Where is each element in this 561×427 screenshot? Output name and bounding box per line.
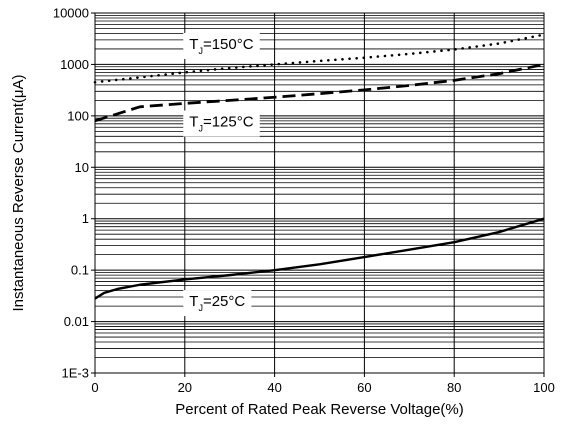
- x-tick-label: 40: [267, 380, 281, 395]
- plot-frame: [94, 12, 545, 374]
- y-tick-label: 1: [82, 211, 89, 226]
- series-annotation: TJ=125°C: [183, 110, 260, 137]
- x-axis-label: Percent of Rated Peak Reverse Voltage(%): [175, 401, 464, 418]
- annotations: TJ=150°C TJ=125°C TJ=25°C: [183, 32, 260, 317]
- series-lines: [93, 33, 546, 300]
- y-tick-label: 1E-3: [62, 366, 89, 381]
- x-tick-label: 100: [533, 380, 555, 395]
- annotation-label: TJ=25°C: [189, 293, 245, 313]
- annotation-label: TJ=150°C: [189, 36, 253, 56]
- ticks: 0 20 40 60 80 100 1E-3 0.01 0.1 1 10 100 1000 10000: [53, 6, 555, 396]
- series-line-tj-25c: [94, 217, 545, 300]
- series-annotation: TJ=150°C: [183, 32, 260, 59]
- y-tick-label: 1000: [60, 57, 89, 72]
- y-axis-label: Instantaneous Reverse Current(μA): [10, 74, 27, 311]
- annotation-background: [183, 290, 252, 317]
- annotation-background: [183, 32, 260, 59]
- x-tick-label: 0: [91, 380, 98, 395]
- x-tick-label: 20: [178, 380, 192, 395]
- y-tick-label: 100: [67, 108, 89, 123]
- series-line-tj-125c: [94, 63, 545, 123]
- series-line-tj-150c: [93, 33, 546, 84]
- series-annotation: TJ=25°C: [183, 290, 252, 317]
- y-tick-label: 0.1: [71, 263, 89, 278]
- x-tick-label: 80: [447, 380, 461, 395]
- y-tick-label: 10000: [53, 6, 89, 21]
- grid: [95, 13, 544, 374]
- annotation-background: [183, 110, 260, 137]
- y-tick-label: 10: [75, 160, 89, 175]
- annotation-label: TJ=125°C: [189, 114, 253, 134]
- y-tick-label: 0.01: [64, 314, 89, 329]
- x-tick-label: 60: [357, 380, 371, 395]
